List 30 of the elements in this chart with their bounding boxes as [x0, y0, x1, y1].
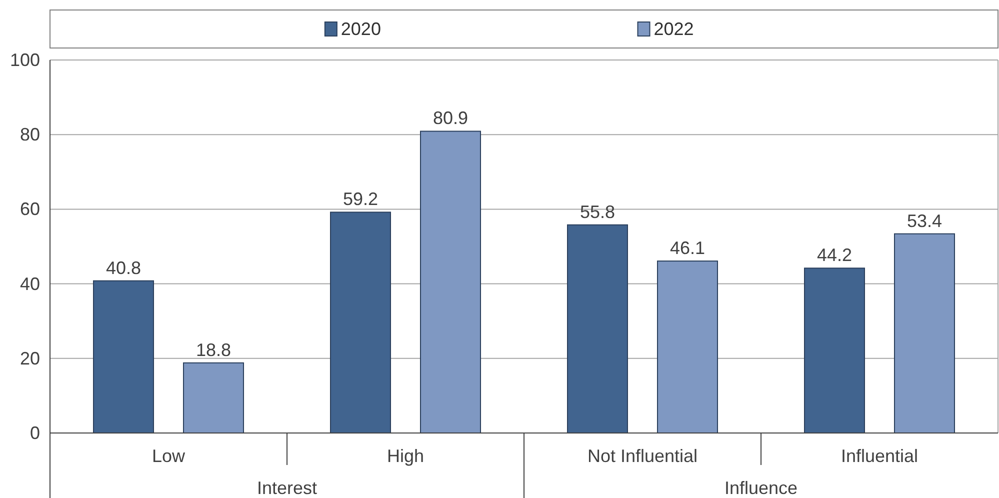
- bar: [894, 233, 955, 434]
- x-tick-label: Influential: [840, 446, 918, 466]
- bar: [567, 224, 628, 434]
- bar: [330, 212, 391, 434]
- data-label: 18.8: [196, 340, 232, 360]
- data-label: 80.9: [432, 108, 468, 128]
- bar: [657, 260, 718, 434]
- text: Influence: [724, 478, 798, 498]
- data-label: 53.4: [906, 210, 942, 231]
- y-tick-label: 20: [20, 348, 40, 368]
- y-tick-label: 40: [20, 274, 40, 294]
- x-tick-label: Low: [152, 446, 186, 466]
- x-tick-label: High: [386, 446, 424, 466]
- data-label: 44.2: [816, 245, 852, 266]
- y-tick-label: 100: [10, 50, 40, 70]
- bar: [420, 130, 481, 434]
- data-label: 59.2: [342, 189, 378, 210]
- legend-label: 2020: [340, 19, 381, 39]
- text: Interest: [256, 478, 318, 498]
- data-label: 55.8: [580, 202, 616, 222]
- y-tick-label: 60: [20, 199, 40, 220]
- legend-label: 2022: [654, 19, 694, 39]
- data-label: 40.8: [106, 258, 142, 278]
- bar: [93, 280, 154, 434]
- data-label: 46.1: [670, 238, 706, 258]
- y-tick-label: 80: [20, 124, 40, 145]
- bar: [804, 268, 865, 434]
- x-tick-label: Not Influential: [587, 446, 698, 466]
- bar: [183, 362, 244, 434]
- y-tick-label: 0: [30, 423, 40, 443]
